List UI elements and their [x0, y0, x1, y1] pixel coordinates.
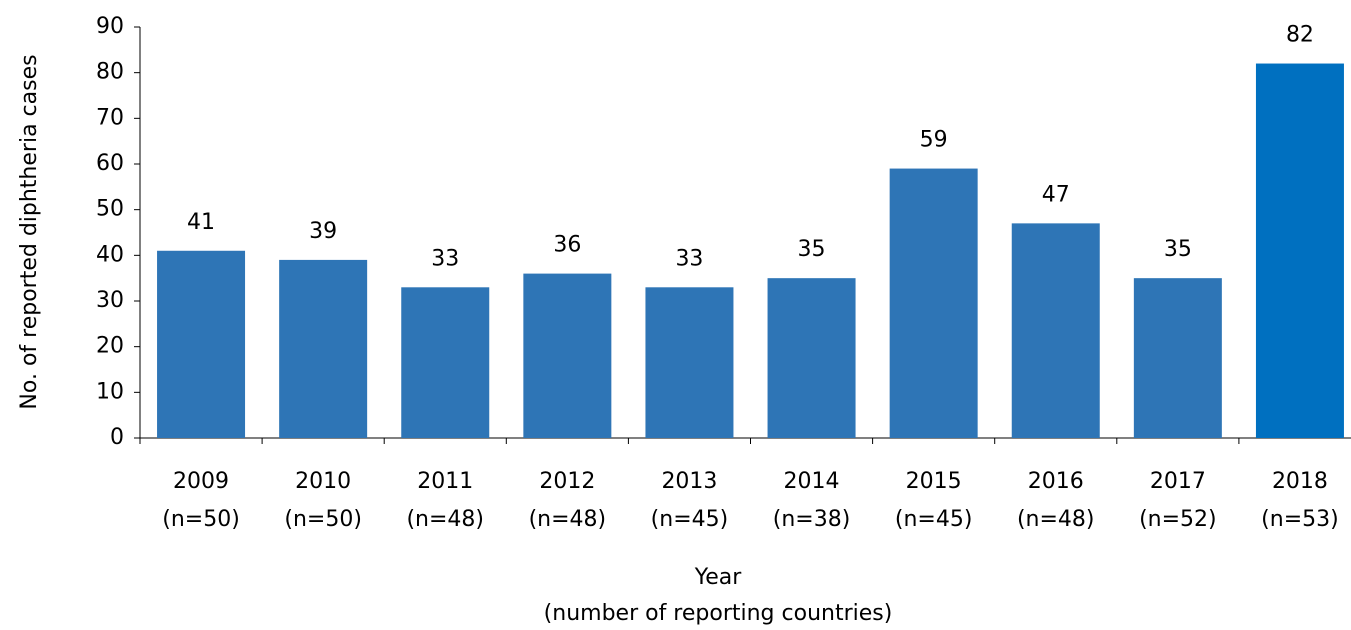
data-label: 41 — [187, 210, 215, 235]
data-label: 82 — [1286, 23, 1314, 48]
x-tick-sublabel: (n=50) — [162, 507, 240, 532]
x-axis-label-note: (number of reporting countries) — [544, 601, 893, 626]
x-tick-label: 2009 — [173, 469, 229, 494]
data-label: 36 — [553, 233, 581, 258]
x-tick-sublabel: (n=48) — [406, 507, 484, 532]
x-tick-sublabel: (n=50) — [284, 507, 362, 532]
data-label: 47 — [1042, 182, 1070, 207]
bar — [1011, 223, 1100, 438]
x-axis-label: Year — [694, 565, 743, 590]
x-tick-sublabel: (n=48) — [1017, 507, 1095, 532]
x-tick-sublabel: (n=52) — [1139, 507, 1217, 532]
y-tick-label: 80 — [96, 60, 124, 85]
y-tick-label: 60 — [96, 151, 124, 176]
y-tick-label: 30 — [96, 288, 124, 313]
x-tick-sublabel: (n=38) — [773, 507, 851, 532]
x-tick-label: 2012 — [539, 469, 595, 494]
data-label: 33 — [675, 246, 703, 271]
x-tick-label: 2016 — [1028, 469, 1084, 494]
bar — [1255, 63, 1344, 439]
y-axis-label: No. of reported diphtheria cases — [17, 54, 42, 409]
bar — [401, 287, 490, 438]
bar — [1133, 278, 1222, 438]
y-tick-label: 50 — [96, 197, 124, 222]
y-tick-label: 90 — [96, 14, 124, 39]
x-tick-sublabel: (n=53) — [1261, 507, 1339, 532]
bar — [523, 273, 612, 438]
y-tick-label: 40 — [96, 242, 124, 267]
bar — [767, 278, 856, 438]
x-tick-label: 2013 — [661, 469, 717, 494]
bar — [157, 250, 246, 438]
data-label: 33 — [431, 246, 459, 271]
data-label: 59 — [920, 128, 948, 153]
data-label: 35 — [798, 237, 826, 262]
x-tick-label: 2017 — [1150, 469, 1206, 494]
x-tick-label: 2018 — [1272, 469, 1328, 494]
bar — [279, 259, 368, 438]
y-tick-label: 10 — [96, 379, 124, 404]
data-label: 39 — [309, 219, 337, 244]
bar — [889, 168, 978, 439]
bar — [645, 287, 734, 438]
y-tick-label: 70 — [96, 105, 124, 130]
y-tick-label: 0 — [110, 425, 124, 450]
x-tick-label: 2015 — [906, 469, 962, 494]
x-tick-label: 2014 — [784, 469, 840, 494]
x-tick-sublabel: (n=48) — [529, 507, 607, 532]
x-tick-sublabel: (n=45) — [651, 507, 729, 532]
x-tick-label: 2011 — [417, 469, 473, 494]
x-tick-label: 2010 — [295, 469, 351, 494]
y-tick-label: 20 — [96, 334, 124, 359]
data-label: 35 — [1164, 237, 1192, 262]
x-tick-sublabel: (n=45) — [895, 507, 973, 532]
